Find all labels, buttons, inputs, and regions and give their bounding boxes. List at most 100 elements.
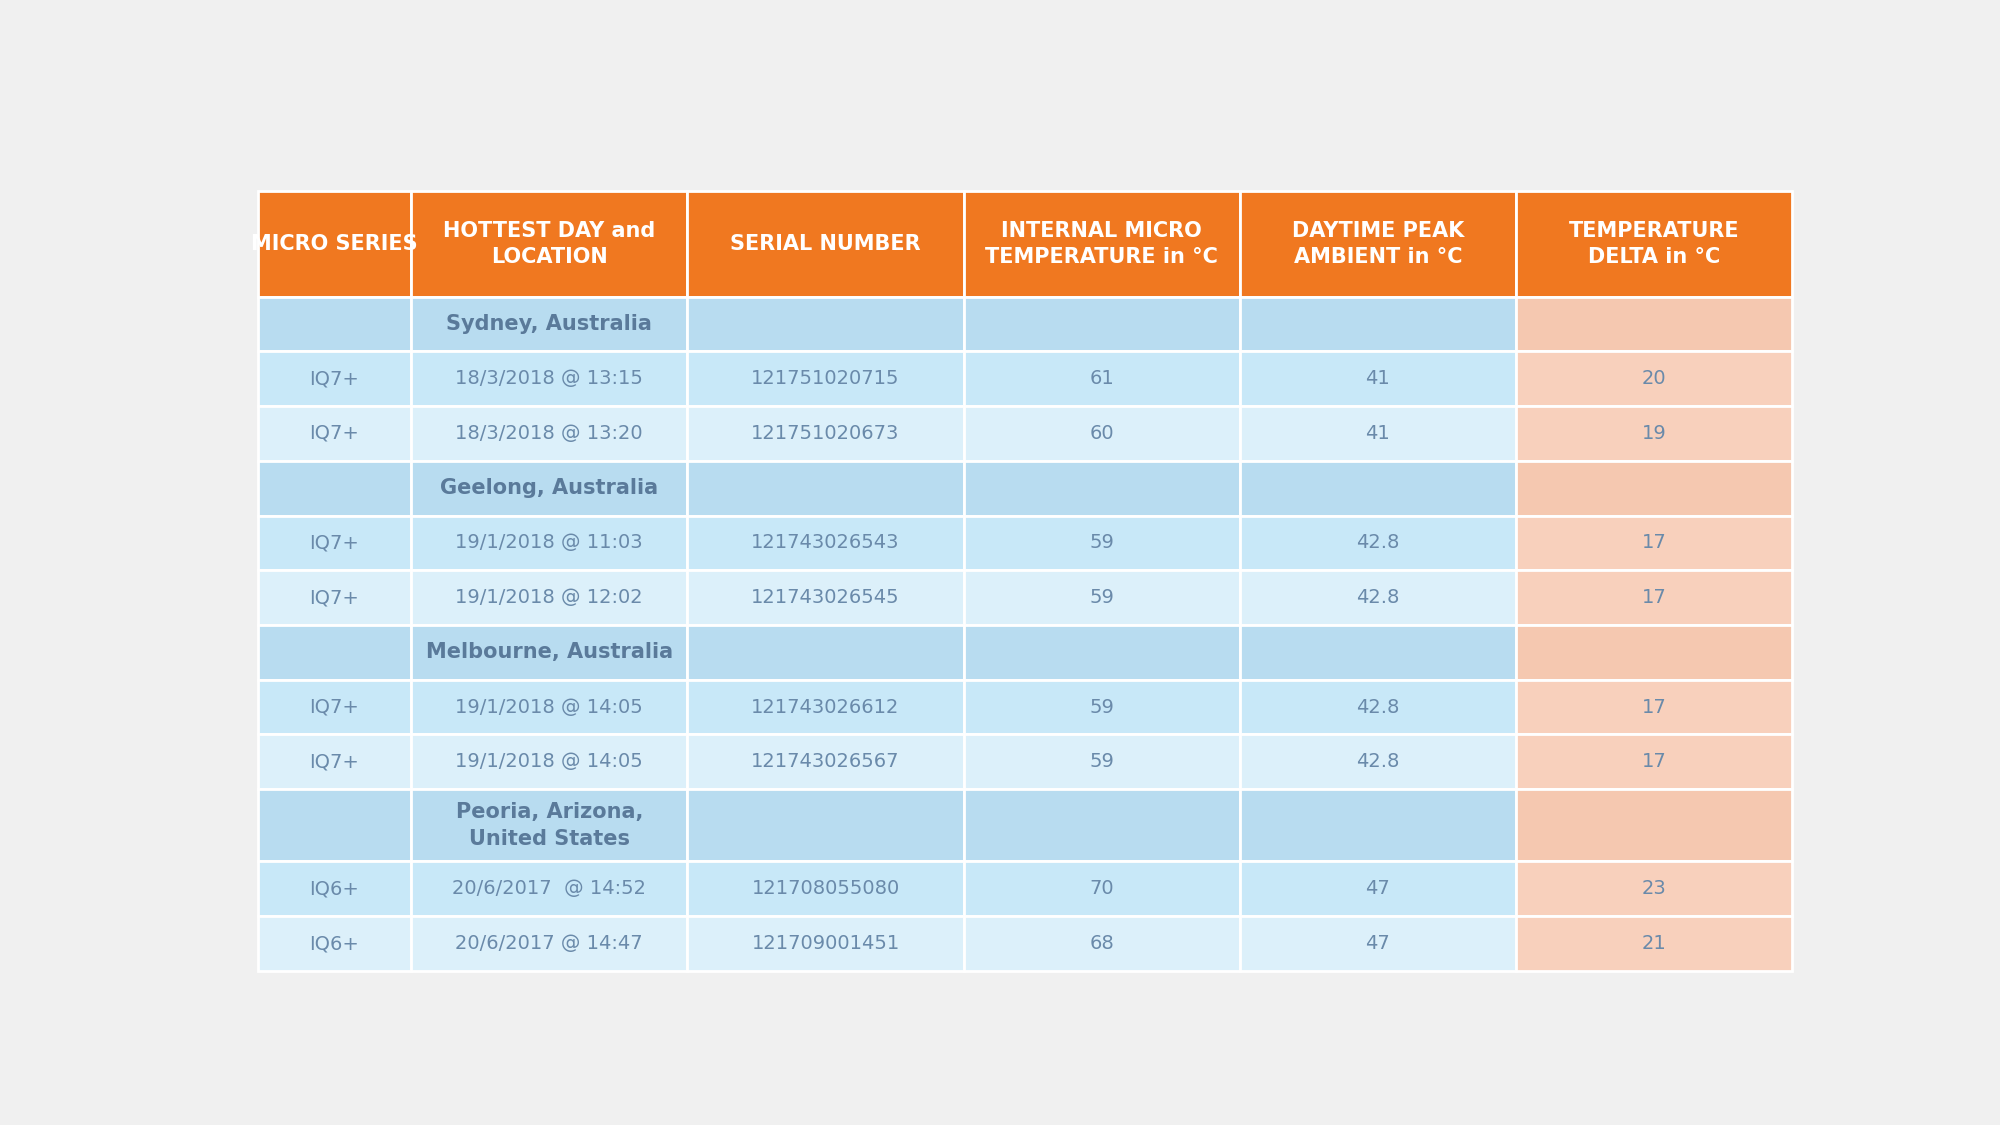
Bar — [412, 297, 688, 351]
Bar — [1516, 406, 1792, 461]
Bar — [1516, 570, 1792, 626]
Bar — [412, 461, 688, 515]
Bar — [412, 680, 688, 735]
Bar — [1240, 297, 1516, 351]
Bar — [1516, 351, 1792, 406]
Text: Sydney, Australia: Sydney, Australia — [446, 314, 652, 334]
Bar — [258, 862, 412, 916]
Text: 18/3/2018 @ 13:15: 18/3/2018 @ 13:15 — [456, 369, 644, 388]
Text: 20/6/2017 @ 14:47: 20/6/2017 @ 14:47 — [456, 934, 644, 953]
Text: 42.8: 42.8 — [1356, 533, 1400, 552]
Bar — [688, 916, 964, 971]
Text: 61: 61 — [1090, 369, 1114, 388]
Bar — [258, 790, 412, 862]
Bar — [1240, 680, 1516, 735]
Text: Peoria, Arizona,
United States: Peoria, Arizona, United States — [456, 802, 642, 848]
Text: IQ7+: IQ7+ — [310, 424, 360, 443]
Bar — [258, 916, 412, 971]
Bar — [1240, 570, 1516, 626]
Bar — [412, 515, 688, 570]
Text: 18/3/2018 @ 13:20: 18/3/2018 @ 13:20 — [456, 424, 644, 443]
Text: Geelong, Australia: Geelong, Australia — [440, 478, 658, 498]
Bar — [1516, 461, 1792, 515]
Bar — [1516, 790, 1792, 862]
Bar — [688, 515, 964, 570]
Text: 42.8: 42.8 — [1356, 588, 1400, 608]
Bar — [412, 916, 688, 971]
Text: INTERNAL MICRO
TEMPERATURE in °C: INTERNAL MICRO TEMPERATURE in °C — [986, 220, 1218, 267]
Bar — [1516, 680, 1792, 735]
Bar — [258, 297, 412, 351]
Text: SERIAL NUMBER: SERIAL NUMBER — [730, 234, 920, 254]
Bar — [1240, 406, 1516, 461]
Bar — [1516, 862, 1792, 916]
Text: IQ6+: IQ6+ — [310, 880, 360, 899]
Bar — [964, 626, 1240, 679]
Bar — [412, 735, 688, 790]
Text: 42.8: 42.8 — [1356, 698, 1400, 717]
Bar — [688, 406, 964, 461]
Text: 121709001451: 121709001451 — [752, 934, 900, 953]
Bar — [688, 680, 964, 735]
Bar — [688, 570, 964, 626]
Bar — [1240, 790, 1516, 862]
Text: 19/1/2018 @ 11:03: 19/1/2018 @ 11:03 — [456, 533, 644, 552]
Bar — [964, 790, 1240, 862]
Text: 70: 70 — [1090, 880, 1114, 899]
Bar — [688, 862, 964, 916]
Text: 121751020673: 121751020673 — [752, 424, 900, 443]
Bar — [258, 680, 412, 735]
Text: 17: 17 — [1642, 533, 1666, 552]
Text: 21: 21 — [1642, 934, 1666, 953]
Text: HOTTEST DAY and
LOCATION: HOTTEST DAY and LOCATION — [444, 220, 656, 267]
Bar — [412, 351, 688, 406]
Text: 59: 59 — [1090, 588, 1114, 608]
Text: 17: 17 — [1642, 698, 1666, 717]
Text: 59: 59 — [1090, 753, 1114, 772]
Text: 23: 23 — [1642, 880, 1666, 899]
Text: 17: 17 — [1642, 753, 1666, 772]
Bar — [964, 351, 1240, 406]
Bar — [1240, 191, 1516, 297]
Text: IQ7+: IQ7+ — [310, 753, 360, 772]
Text: IQ7+: IQ7+ — [310, 698, 360, 717]
Bar — [1240, 735, 1516, 790]
Bar — [412, 406, 688, 461]
Bar — [258, 461, 412, 515]
Text: Melbourne, Australia: Melbourne, Australia — [426, 642, 672, 663]
Bar — [964, 862, 1240, 916]
Text: 41: 41 — [1366, 369, 1390, 388]
Text: 121743026612: 121743026612 — [752, 698, 900, 717]
Text: 68: 68 — [1090, 934, 1114, 953]
Bar — [1516, 297, 1792, 351]
Text: IQ7+: IQ7+ — [310, 369, 360, 388]
Text: 42.8: 42.8 — [1356, 753, 1400, 772]
Text: 19/1/2018 @ 14:05: 19/1/2018 @ 14:05 — [456, 698, 644, 717]
Bar — [412, 790, 688, 862]
Bar — [258, 570, 412, 626]
Bar — [688, 790, 964, 862]
Bar — [964, 191, 1240, 297]
Text: 17: 17 — [1642, 588, 1666, 608]
Text: 121743026545: 121743026545 — [752, 588, 900, 608]
Text: 47: 47 — [1366, 880, 1390, 899]
Bar — [688, 461, 964, 515]
Bar — [964, 406, 1240, 461]
Text: IQ6+: IQ6+ — [310, 934, 360, 953]
Bar — [1240, 626, 1516, 679]
Bar — [964, 570, 1240, 626]
Bar — [688, 191, 964, 297]
Text: 59: 59 — [1090, 698, 1114, 717]
Bar — [1516, 735, 1792, 790]
Bar — [1516, 515, 1792, 570]
Text: DAYTIME PEAK
AMBIENT in °C: DAYTIME PEAK AMBIENT in °C — [1292, 220, 1464, 267]
Bar — [258, 351, 412, 406]
Text: 60: 60 — [1090, 424, 1114, 443]
Text: 121743026543: 121743026543 — [752, 533, 900, 552]
Bar — [964, 461, 1240, 515]
Bar — [688, 735, 964, 790]
Bar — [412, 626, 688, 679]
Bar — [258, 515, 412, 570]
Bar — [258, 735, 412, 790]
Bar — [688, 297, 964, 351]
